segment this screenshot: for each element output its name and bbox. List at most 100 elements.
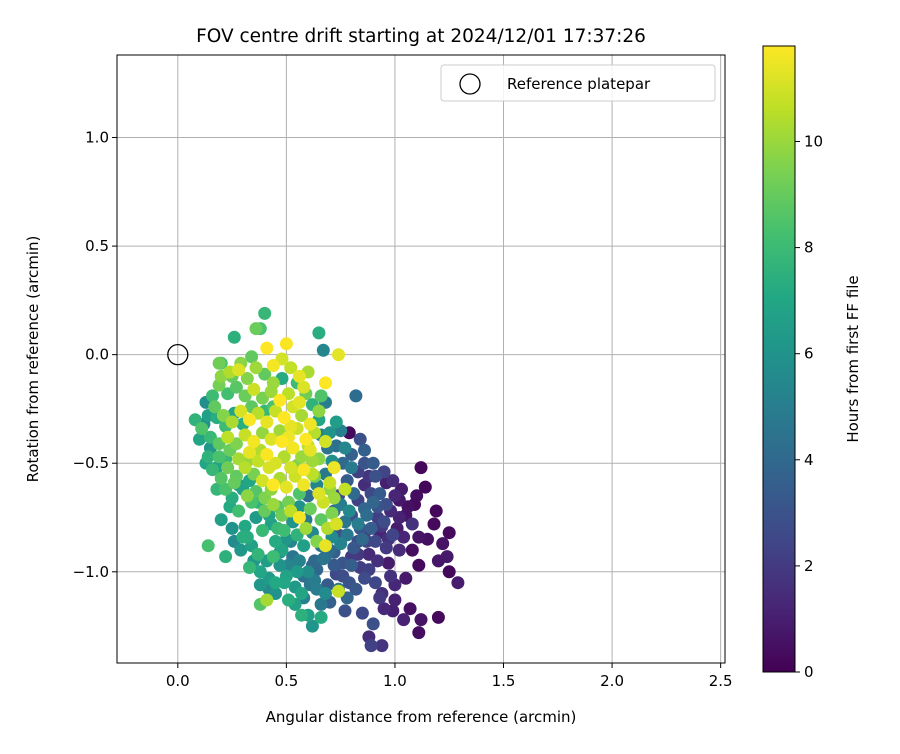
data-point (386, 474, 400, 488)
data-point (221, 461, 235, 475)
data-point (403, 602, 417, 616)
data-point (279, 480, 293, 494)
data-point (212, 450, 226, 464)
data-point (332, 348, 345, 362)
x-tick-label: 1.0 (383, 672, 407, 690)
colorbar-tick-label: 2 (804, 557, 814, 575)
y-tick-label: 0.5 (85, 237, 109, 255)
data-point (290, 565, 304, 579)
y-gridlines (117, 137, 725, 573)
y-tick-label: −0.5 (73, 454, 109, 472)
data-point (319, 539, 332, 553)
data-point (260, 593, 274, 607)
data-point (201, 539, 215, 553)
legend-marker-icon (459, 73, 481, 95)
data-point (269, 576, 282, 590)
y-tick-label: −1.0 (73, 563, 109, 581)
scatter-points (188, 306, 465, 653)
data-point (227, 330, 241, 344)
data-point (388, 489, 402, 503)
data-point (314, 597, 328, 611)
data-point (399, 571, 413, 585)
data-point (234, 543, 248, 557)
x-tick-label: 2.5 (709, 672, 733, 690)
data-point (364, 639, 378, 653)
data-point (355, 606, 369, 620)
data-point (266, 376, 280, 390)
data-point (364, 521, 378, 535)
legend: Reference platepar (440, 64, 716, 102)
data-point (266, 498, 280, 511)
data-point (312, 404, 326, 418)
data-point (384, 569, 398, 583)
data-point (429, 504, 443, 518)
data-point (427, 517, 441, 531)
data-point (338, 604, 352, 618)
data-point (234, 404, 248, 418)
colorbar-label: Hours from first FF file (844, 275, 862, 442)
data-point (314, 389, 328, 403)
data-point (388, 593, 402, 607)
data-point (325, 506, 339, 520)
data-point (314, 610, 328, 624)
data-point (451, 576, 465, 590)
data-point (214, 513, 228, 527)
x-axis-label: Angular distance from reference (arcmin) (266, 708, 577, 726)
data-point (256, 474, 269, 488)
data-point (262, 461, 276, 475)
data-point (349, 582, 363, 596)
legend-entry-label: Reference platepar (507, 75, 651, 93)
data-point (273, 393, 287, 407)
colorbar-tick-label: 0 (804, 663, 814, 681)
data-point (245, 350, 259, 364)
data-point (349, 389, 363, 403)
colorbar (762, 45, 796, 673)
data-point (440, 550, 454, 564)
data-point (243, 561, 256, 574)
data-point (236, 530, 250, 544)
data-point (431, 610, 445, 624)
data-point (358, 443, 371, 457)
data-point (266, 359, 280, 372)
data-point (232, 363, 246, 377)
data-point (358, 571, 371, 585)
data-point (208, 400, 222, 414)
data-point (442, 526, 456, 540)
data-point (397, 613, 411, 627)
data-point (225, 415, 239, 429)
data-point (193, 432, 206, 446)
data-point (381, 556, 395, 570)
data-point (351, 517, 365, 531)
legend-box (440, 64, 716, 102)
data-point (260, 341, 274, 355)
data-point (243, 413, 256, 427)
colorbar-tick-label: 10 (804, 132, 823, 150)
data-point (303, 502, 317, 516)
data-point (219, 550, 233, 564)
data-point (295, 587, 309, 600)
data-point (279, 337, 293, 351)
data-point (305, 619, 319, 633)
data-point (345, 558, 358, 572)
data-point (284, 461, 298, 475)
data-point (412, 558, 426, 572)
x-tick-label: 2.0 (600, 672, 624, 690)
data-point (247, 435, 261, 448)
data-point (373, 591, 387, 605)
data-point (353, 432, 367, 446)
data-point (355, 532, 369, 546)
data-point (249, 361, 263, 375)
data-point (377, 602, 391, 616)
data-point (238, 461, 252, 475)
x-axis-ticks: 0.0 0.5 1.0 1.5 2.0 2.5 (166, 663, 733, 690)
data-point (412, 530, 426, 544)
data-point (442, 565, 456, 579)
data-point (277, 411, 291, 425)
x-tick-label: 1.5 (492, 672, 516, 690)
data-point (397, 530, 411, 544)
data-point (258, 306, 272, 320)
data-point (345, 461, 358, 475)
data-point (266, 478, 280, 492)
x-tick-label: 0.5 (274, 672, 298, 690)
